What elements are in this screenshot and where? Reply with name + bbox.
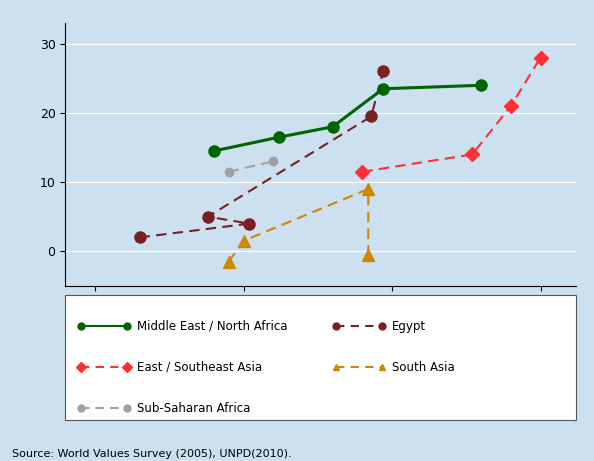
Text: East / Southeast Asia: East / Southeast Asia bbox=[137, 361, 262, 374]
Text: Source: World Values Survey (2005), UNPD(2010).: Source: World Values Survey (2005), UNPD… bbox=[12, 449, 292, 459]
Text: Egypt: Egypt bbox=[392, 319, 426, 333]
Text: Middle East / North Africa: Middle East / North Africa bbox=[137, 319, 287, 333]
X-axis label: Infant Mortality Rate: Infant Mortality Rate bbox=[252, 314, 389, 327]
Text: Sub-Saharan Africa: Sub-Saharan Africa bbox=[137, 402, 250, 415]
Text: South Asia: South Asia bbox=[392, 361, 455, 374]
